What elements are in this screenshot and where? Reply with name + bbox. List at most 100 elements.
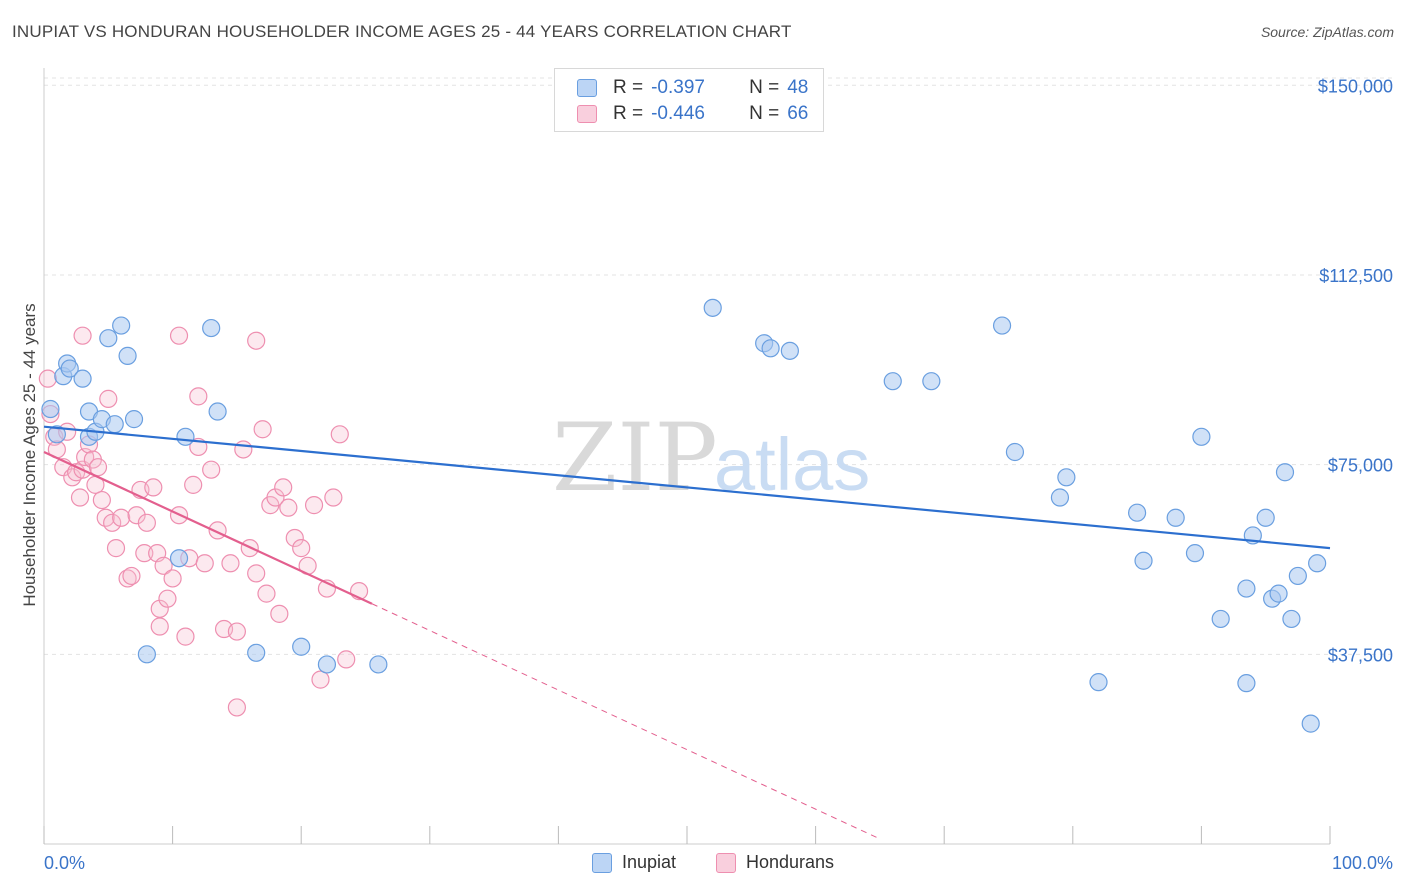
inupiat-point bbox=[1127, 503, 1147, 522]
inupiat-point bbox=[703, 298, 722, 317]
inupiat-point bbox=[1089, 673, 1108, 692]
legend-r-label: R = bbox=[613, 103, 644, 124]
honduran-point bbox=[163, 569, 182, 588]
trend-lines bbox=[43, 425, 1331, 840]
source-label: Source: ZipAtlas.com bbox=[1260, 24, 1394, 40]
honduran-point bbox=[99, 389, 118, 408]
inupiat-point bbox=[118, 346, 137, 365]
y-tick-label: $112,500 bbox=[1319, 266, 1393, 286]
honduran-point bbox=[169, 326, 189, 345]
inupiat-point bbox=[1288, 566, 1307, 586]
honduran-trend-line-extension bbox=[371, 603, 881, 840]
inupiat-point bbox=[47, 425, 66, 444]
bottom-legend-inupiat[interactable]: Inupiat bbox=[592, 852, 676, 873]
y-tick-label: $37,500 bbox=[1328, 645, 1393, 665]
inupiat-point bbox=[1275, 463, 1295, 482]
honduran-point bbox=[202, 460, 221, 479]
honduran-point bbox=[127, 506, 146, 525]
x-tick-label-min: 0.0% bbox=[44, 853, 85, 873]
y-tick-label: $150,000 bbox=[1318, 76, 1393, 96]
honduran-point bbox=[292, 539, 311, 558]
legend-r-label: R = bbox=[613, 77, 644, 98]
honduran-point bbox=[330, 425, 349, 444]
inupiat-point bbox=[883, 372, 902, 391]
honduran-point bbox=[154, 556, 173, 575]
inupiat-point bbox=[780, 341, 799, 360]
honduran-point bbox=[304, 496, 324, 515]
legend-r-value: -0.397 bbox=[651, 77, 705, 98]
honduran-point bbox=[150, 617, 169, 636]
honduran-point bbox=[227, 622, 246, 641]
honduran-point bbox=[103, 513, 122, 532]
honduran-point bbox=[253, 420, 272, 439]
honduran-point bbox=[285, 528, 304, 548]
honduran-point bbox=[150, 599, 169, 618]
honduran-point bbox=[137, 513, 156, 532]
inupiat-point bbox=[1282, 609, 1301, 629]
honduran-point bbox=[257, 584, 276, 603]
inupiat-point bbox=[317, 655, 337, 674]
honduran-point bbox=[144, 478, 163, 497]
bottom-legend: Inupiat Hondurans bbox=[0, 852, 1406, 878]
legend-swatch-inupiat bbox=[577, 79, 597, 97]
inupiat-point bbox=[1237, 579, 1256, 598]
legend-r-value: -0.446 bbox=[651, 103, 705, 124]
inupiat-point bbox=[1005, 442, 1025, 462]
inupiat-point bbox=[1050, 488, 1070, 507]
watermark: ZIP atlas bbox=[552, 404, 870, 513]
honduran-point bbox=[184, 475, 203, 494]
honduran-point bbox=[70, 488, 90, 507]
inupiat-point bbox=[208, 402, 227, 421]
inupiat-point bbox=[99, 329, 118, 348]
bottom-legend-label-inupiat: Inupiat bbox=[622, 852, 677, 872]
inupiat-point bbox=[1211, 609, 1230, 629]
inupiat-point bbox=[73, 369, 92, 388]
bottom-legend-hondurans[interactable]: Hondurans bbox=[716, 852, 834, 873]
inupiat-point bbox=[1185, 544, 1205, 563]
inupiat-trend-line bbox=[43, 425, 1331, 550]
inupiat-points bbox=[41, 298, 1327, 733]
bottom-legend-swatch-inupiat bbox=[592, 852, 612, 873]
inupiat-point bbox=[1166, 508, 1185, 527]
honduran-point bbox=[324, 488, 343, 507]
inupiat-point bbox=[247, 643, 266, 662]
y-tick-label: $75,000 bbox=[1328, 456, 1393, 476]
inupiat-point bbox=[41, 399, 60, 419]
watermark-zip: ZIP bbox=[552, 404, 718, 513]
honduran-point bbox=[234, 440, 253, 459]
honduran-point bbox=[247, 331, 266, 350]
honduran-point bbox=[158, 589, 177, 608]
honduran-point bbox=[135, 544, 154, 563]
inupiat-point bbox=[1237, 674, 1256, 693]
legend-swatch-hondurans bbox=[577, 105, 597, 123]
honduran-point bbox=[270, 604, 289, 623]
inupiat-point bbox=[761, 339, 780, 358]
bottom-legend-swatch-hondurans bbox=[716, 852, 736, 873]
inupiat-point bbox=[292, 637, 311, 656]
tick-labels: $37,500 $75,000 $112,500 $150,000 bbox=[1318, 76, 1393, 665]
honduran-point bbox=[106, 539, 126, 558]
x-tick-label-max: 100.0% bbox=[1332, 853, 1393, 873]
inupiat-point bbox=[1301, 714, 1320, 733]
honduran-point bbox=[176, 627, 195, 646]
honduran-point bbox=[337, 650, 356, 669]
honduran-point bbox=[274, 478, 293, 497]
axes bbox=[43, 68, 1331, 845]
inupiat-point bbox=[176, 427, 195, 446]
inupiat-point bbox=[60, 359, 79, 378]
legend-n-label: N = bbox=[749, 103, 780, 124]
honduran-point bbox=[122, 566, 141, 586]
honduran-point bbox=[88, 458, 108, 477]
chart-title: INUPIAT VS HONDURAN HOUSEHOLDER INCOME A… bbox=[12, 22, 792, 41]
honduran-point bbox=[112, 508, 131, 527]
honduran-point bbox=[221, 554, 240, 573]
inupiat-point bbox=[1308, 554, 1327, 573]
legend-row-inupiat: R = -0.397 N = 48 bbox=[577, 76, 808, 100]
inupiat-point bbox=[992, 316, 1012, 335]
inupiat-point bbox=[1256, 508, 1275, 527]
legend-n-value: 66 bbox=[787, 103, 809, 124]
legend-box: R = -0.397 N = 48 R = -0.446 N = 66 bbox=[554, 68, 824, 132]
legend-n-value: 48 bbox=[787, 77, 809, 98]
legend-row-hondurans: R = -0.446 N = 66 bbox=[577, 102, 808, 126]
